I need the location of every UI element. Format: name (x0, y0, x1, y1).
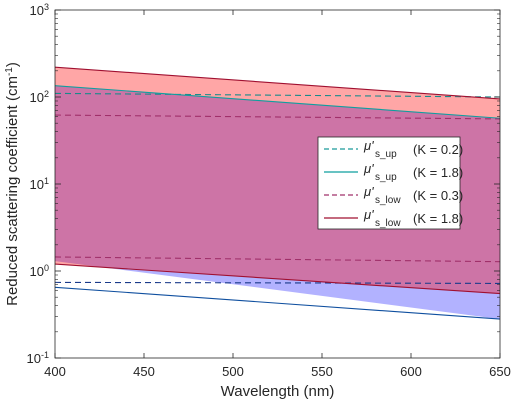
series-line-5 (54, 256, 501, 263)
band-1 (55, 67, 500, 294)
series-line-4 (54, 114, 501, 120)
y-axis-label-end: ) (4, 62, 21, 67)
axis-ticks (54, 9, 501, 359)
legend-subscript: s_low (375, 195, 401, 206)
y-tick-label: 10-1 (27, 350, 49, 366)
y-tick-label-base: 10 (30, 177, 44, 192)
series-line-7 (54, 263, 501, 295)
series-line-3 (54, 286, 501, 320)
series-line-2 (54, 281, 501, 284)
y-tick-label-exponent: 3 (44, 2, 49, 12)
legend-k-label: (K = 0.3) (413, 188, 463, 203)
y-tick-label-base: 10 (30, 264, 44, 279)
legend-k-label: (K = 0.2) (413, 142, 463, 157)
y-tick-label: 101 (30, 176, 49, 192)
series-line-6 (54, 66, 501, 100)
y-tick-label-exponent: 0 (44, 263, 49, 273)
x-tick-label: 550 (311, 364, 333, 379)
y-tick-label: 100 (30, 263, 49, 279)
x-axis-label: Wavelength (nm) (221, 383, 335, 400)
legend-subscript: s_low (375, 218, 401, 229)
legend-symbol: μ' (363, 138, 374, 153)
series-lines (54, 66, 501, 320)
legend-entry: μ's_low (K = 0.3) (324, 184, 463, 206)
legend-entry: μ's_low (K = 1.8) (324, 207, 463, 229)
legend: μ's_up (K = 0.2)μ's_up (K = 1.8)μ's_low (K … (317, 136, 463, 230)
y-axis-label: Reduced scattering coefficient (cm-1) (4, 62, 22, 306)
y-tick-label-exponent: 2 (44, 89, 49, 99)
y-tick-label-base: 10 (30, 90, 44, 105)
legend-entry: μ's_up (K = 1.8) (324, 161, 463, 183)
y-tick-label-exponent: 1 (44, 176, 49, 186)
x-axis-tick-labels: 400 450 500 550 600 650 (44, 364, 511, 379)
y-tick-label-base: 10 (30, 3, 44, 18)
y-tick-label-base: 10 (27, 351, 41, 366)
x-tick-label: 650 (489, 364, 511, 379)
series-line-0 (54, 92, 501, 98)
x-tick-label: 400 (44, 364, 66, 379)
legend-box (317, 136, 461, 230)
plot-area (54, 9, 501, 359)
x-tick-label: 450 (133, 364, 155, 379)
x-tick-label: 600 (400, 364, 422, 379)
legend-symbol: μ' (363, 161, 374, 176)
y-tick-label-exponent: -1 (41, 350, 49, 360)
y-axis-label-superscript: -1 (4, 67, 15, 76)
y-tick-label: 103 (30, 2, 49, 18)
legend-entry: μ's_up (K = 0.2) (324, 138, 463, 160)
x-tick-label: 500 (222, 364, 244, 379)
legend-symbol: μ' (363, 207, 374, 222)
legend-subscript: s_up (375, 172, 397, 183)
series-line-1 (54, 85, 501, 119)
y-tick-label: 102 (30, 89, 49, 105)
legend-k-label: (K = 1.8) (413, 165, 463, 180)
legend-symbol: μ' (363, 184, 374, 199)
y-axis-label-main: Reduced scattering coefficient (cm (4, 76, 21, 306)
legend-k-label: (K = 1.8) (413, 211, 463, 226)
legend-subscript: s_up (375, 149, 397, 160)
